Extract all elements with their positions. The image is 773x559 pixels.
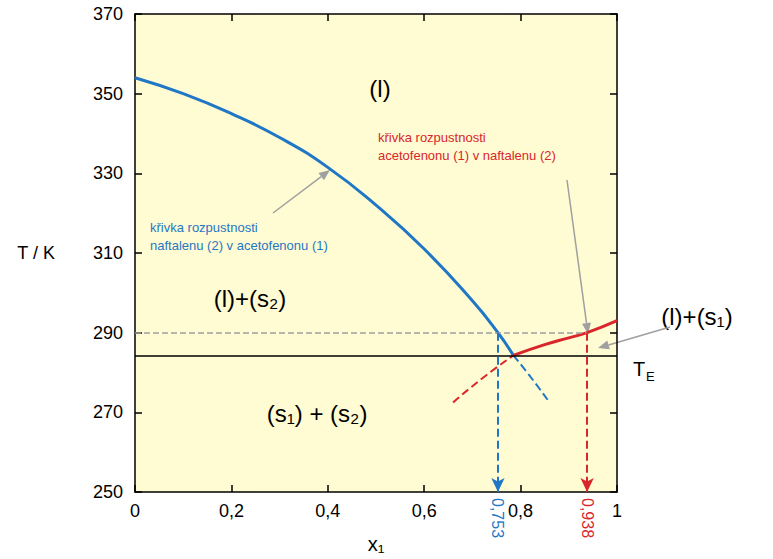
svg-text:330: 330 [93, 163, 123, 183]
svg-text:290: 290 [93, 323, 123, 343]
svg-text:370: 370 [93, 4, 123, 24]
svg-text:naftalenu (2) v acetofenonu (1: naftalenu (2) v acetofenonu (1) [150, 238, 328, 253]
svg-text:(s₁) + (s₂): (s₁) + (s₂) [267, 400, 368, 427]
svg-text:(l)+(s₁): (l)+(s₁) [661, 303, 732, 330]
svg-text:310: 310 [93, 243, 123, 263]
svg-text:1: 1 [612, 501, 622, 521]
svg-text:0,938: 0,938 [579, 498, 596, 538]
svg-text:0,8: 0,8 [508, 501, 533, 521]
svg-text:křivka rozpustnosti: křivka rozpustnosti [378, 130, 486, 145]
svg-text:0,4: 0,4 [315, 501, 340, 521]
svg-text:(l)+(s₂): (l)+(s₂) [214, 285, 287, 312]
svg-text:0,6: 0,6 [412, 501, 437, 521]
svg-text:0,2: 0,2 [219, 501, 244, 521]
svg-text:350: 350 [93, 84, 123, 104]
svg-text:E: E [646, 369, 655, 384]
svg-text:0: 0 [130, 501, 140, 521]
svg-text:250: 250 [93, 482, 123, 502]
svg-text:T / K: T / K [17, 243, 55, 263]
svg-text:(l): (l) [369, 75, 390, 102]
svg-text:0,753: 0,753 [489, 498, 506, 538]
svg-text:křivka rozpustnosti: křivka rozpustnosti [150, 220, 258, 235]
svg-text:acetofenonu (1) v naftalenu (2: acetofenonu (1) v naftalenu (2) [378, 148, 556, 163]
svg-text:x₁: x₁ [368, 533, 385, 555]
svg-text:T: T [633, 358, 645, 380]
svg-text:270: 270 [93, 402, 123, 422]
